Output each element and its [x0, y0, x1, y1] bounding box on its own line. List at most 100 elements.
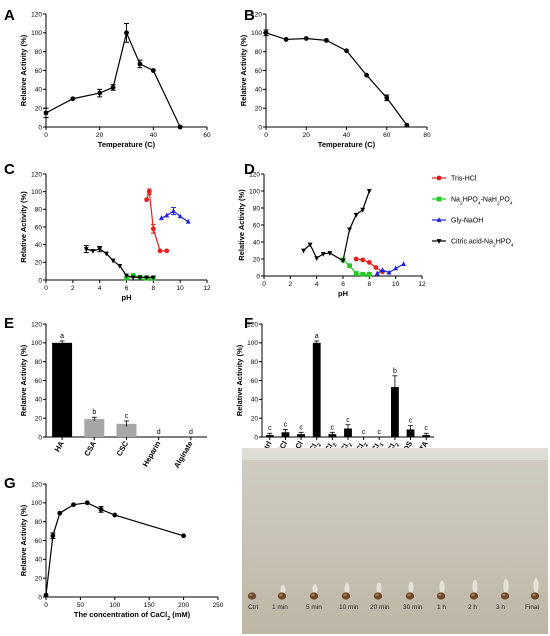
data-point [144, 197, 150, 203]
data-point [110, 258, 116, 264]
significance-letter: c [284, 421, 288, 428]
x-tick-label: 4 [98, 285, 102, 292]
panel-label-e: E [4, 315, 14, 332]
diffusion-smear [439, 580, 445, 594]
y-tick-label: 100 [247, 340, 258, 347]
well-highlight [471, 593, 475, 597]
data-point [150, 275, 156, 281]
photo-label-5min: 5 min [306, 604, 322, 611]
x-tick-label: 40 [150, 132, 158, 139]
y-tick-label: 120 [31, 321, 42, 328]
y-tick-label: 120 [31, 11, 42, 18]
data-point [366, 260, 372, 265]
series-3 [374, 261, 406, 276]
data-point [384, 95, 390, 101]
significance-letter: a [315, 333, 319, 340]
significance-letter: d [189, 429, 193, 436]
category-label: Heparin [141, 439, 163, 468]
x-tick-label: 20 [303, 132, 311, 139]
data-point [117, 263, 123, 269]
photo-label-2h: 2 h [468, 604, 477, 611]
x-axis-title: The concentration of CaCl2 (mM) [74, 610, 191, 622]
series-1 [43, 500, 187, 598]
x-tick-label: 8 [152, 285, 156, 292]
y-tick-label: 20 [35, 260, 43, 267]
data-point [98, 507, 104, 512]
y-tick-label: 120 [251, 11, 262, 18]
photo-label-30min: 30 min [403, 604, 423, 611]
sample-well [405, 592, 415, 600]
legend-entry: Citric acid-Na2HPO4 [451, 239, 514, 249]
data-point [366, 189, 372, 194]
data-point [347, 263, 352, 269]
x-tick-label: 60 [383, 132, 391, 139]
well-highlight [311, 593, 315, 597]
significance-letter: d [157, 429, 161, 436]
panel-label-g: G [4, 475, 16, 492]
y-tick-label: 100 [31, 340, 42, 347]
data-point [366, 271, 372, 277]
data-point [83, 247, 89, 252]
photo-label-1min: 1 min [272, 604, 288, 611]
data-point [373, 265, 379, 270]
y-axis-title: Relative Activity (%) [19, 34, 28, 106]
y-tick-label: 100 [31, 189, 42, 196]
data-point [380, 267, 385, 272]
sample-well [277, 592, 287, 600]
data-point [164, 212, 170, 218]
y-tick-label: 40 [35, 242, 43, 249]
sample-well [469, 592, 479, 600]
sample-well [309, 592, 319, 600]
sample-well [436, 592, 446, 600]
data-point [171, 208, 176, 213]
data-point [360, 257, 366, 263]
y-tick-label: 0 [256, 273, 260, 280]
panel-label-c: C [4, 161, 15, 178]
chart-panel-d: 0 20 40 60 80 100 120 0 2 4 6 8 10 12 Relative Activit… [237, 171, 514, 298]
data-point [137, 61, 143, 67]
significance-letter: c [299, 424, 303, 431]
x-tick-label: 100 [109, 602, 120, 609]
significance-letter: c [331, 424, 335, 431]
well-highlight [532, 593, 536, 597]
y-axis-title: Relative Activity (%) [19, 191, 28, 263]
data-point [344, 48, 349, 54]
series-line [265, 32, 408, 126]
y-tick-label: 0 [258, 124, 262, 131]
data-point [177, 124, 183, 130]
y-tick-label: 80 [35, 49, 43, 56]
agar-plate-photo: Ctrl 1 min 5 min 10 min 20 min 30 min 1 … [242, 448, 548, 634]
y-tick-label: 60 [255, 68, 263, 75]
well-highlight [279, 593, 283, 597]
data-point [130, 275, 136, 281]
y-tick-label: 120 [31, 171, 42, 178]
data-point [43, 110, 49, 116]
significance-letter: c [346, 417, 350, 424]
data-point [57, 510, 63, 516]
data-point [124, 273, 129, 279]
data-point [150, 68, 156, 73]
y-tick-label: 40 [255, 87, 263, 94]
x-tick-label: 2 [71, 285, 75, 292]
y-tick-label: 100 [31, 500, 42, 507]
y-tick-label: 80 [251, 359, 259, 366]
series-3 [158, 207, 191, 224]
photo-label-final: Final [525, 604, 540, 611]
legend-entry: Gly-NaOH [451, 218, 483, 225]
well-highlight [249, 593, 253, 597]
y-tick-label: 20 [253, 256, 261, 263]
y-axis-title: Relative Activity (%) [19, 344, 28, 416]
y-axis-title: Relative Activity (%) [19, 504, 28, 576]
series-1 [144, 188, 170, 254]
x-tick-label: 12 [203, 285, 211, 292]
data-point [112, 512, 118, 518]
y-tick-label: 80 [253, 205, 261, 212]
data-point [347, 227, 352, 233]
y-tick-label: 40 [35, 87, 43, 94]
y-axis-title: Relative Activity (%) [235, 344, 244, 416]
legend: Tris-HCl Na2HPO4-NaH2PO4 Gly-NaOH Citric ac… [432, 175, 514, 249]
data-point [374, 270, 380, 276]
x-axis-title: Temperature (C) [318, 140, 376, 149]
legend-marker [436, 175, 442, 181]
